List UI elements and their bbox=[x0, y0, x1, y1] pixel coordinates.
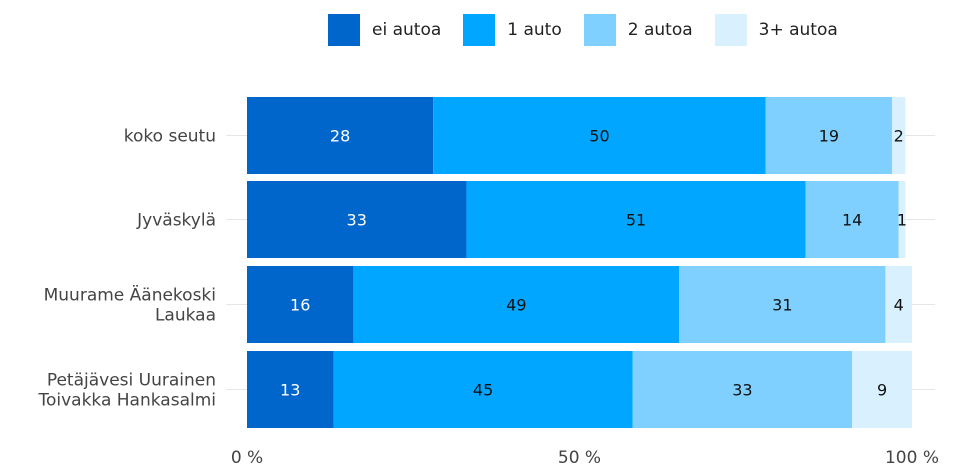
legend-swatch-2-autoa bbox=[583, 14, 616, 46]
data-label: 16 bbox=[290, 296, 310, 315]
x-tick-label: 100 % bbox=[885, 448, 939, 468]
legend-label-1-auto: 1 auto bbox=[507, 20, 562, 40]
data-label: 13 bbox=[280, 381, 300, 400]
data-label: 49 bbox=[506, 296, 526, 315]
bar-segment bbox=[333, 351, 633, 428]
data-label: 45 bbox=[473, 381, 493, 400]
bar-segment bbox=[247, 266, 354, 343]
data-label: 4 bbox=[894, 296, 904, 315]
bar-segment bbox=[433, 97, 766, 174]
legend-swatch-ei-autoa bbox=[328, 14, 360, 46]
data-label: 14 bbox=[842, 211, 862, 230]
category-label: Petäjävesi Uurainen bbox=[47, 371, 216, 391]
bar-segment bbox=[898, 181, 906, 258]
data-label: 50 bbox=[589, 127, 609, 146]
bar-segment bbox=[852, 351, 912, 428]
legend-item-2-autoa: 2 autoa bbox=[583, 14, 693, 46]
bar-segment bbox=[679, 266, 886, 343]
data-label: 19 bbox=[819, 127, 839, 146]
data-label: 51 bbox=[626, 211, 646, 230]
category-label: Toivakka Hankasalmi bbox=[37, 391, 216, 411]
bar-segment bbox=[765, 97, 893, 174]
data-label: 33 bbox=[347, 211, 367, 230]
bar-segment bbox=[353, 266, 680, 343]
x-tick-label: 50 % bbox=[558, 448, 601, 468]
legend-label-2-autoa: 2 autoa bbox=[627, 20, 693, 40]
data-label: 33 bbox=[732, 381, 752, 400]
bar-segment bbox=[247, 97, 434, 174]
x-tick-label: 0 % bbox=[231, 448, 263, 468]
bar-segment bbox=[247, 181, 467, 258]
legend-label-ei-autoa: ei autoa bbox=[372, 20, 442, 40]
data-label: 1 bbox=[897, 211, 907, 230]
legend: ei autoa 1 auto 2 autoa 3+ autoa bbox=[328, 14, 860, 46]
data-label: 28 bbox=[330, 127, 350, 146]
legend-label-3-autoa: 3+ autoa bbox=[758, 20, 838, 40]
data-label: 31 bbox=[772, 296, 792, 315]
bar-segment bbox=[632, 351, 853, 428]
legend-item-1-auto: 1 auto bbox=[463, 14, 562, 46]
bar-segment bbox=[247, 351, 334, 428]
legend-swatch-3-autoa bbox=[714, 14, 747, 46]
data-label: 2 bbox=[894, 127, 904, 146]
bar-segment bbox=[892, 97, 906, 174]
category-label: Muurame Äänekoski bbox=[44, 285, 216, 306]
bar-segment bbox=[466, 181, 806, 258]
category-label: Laukaa bbox=[155, 306, 216, 326]
bar-segment bbox=[885, 266, 912, 343]
category-label: Jyväskylä bbox=[136, 211, 216, 231]
legend-item-3-autoa: 3+ autoa bbox=[714, 14, 838, 46]
legend-item-ei-autoa: ei autoa bbox=[328, 14, 441, 46]
data-label: 9 bbox=[877, 381, 887, 400]
category-label: koko seutu bbox=[124, 127, 216, 147]
bar-segment bbox=[805, 181, 899, 258]
legend-swatch-1-auto bbox=[463, 14, 496, 46]
